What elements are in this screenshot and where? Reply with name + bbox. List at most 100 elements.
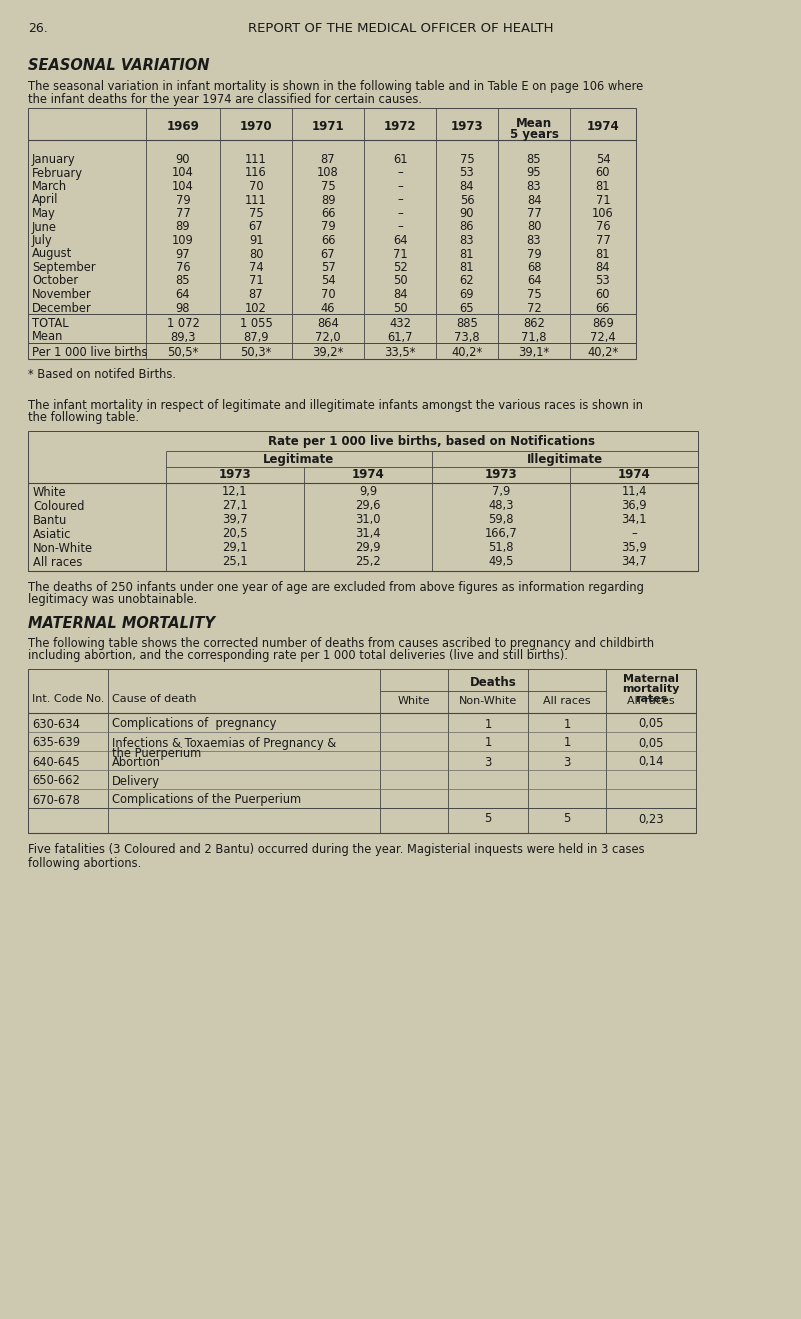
Text: 80: 80	[249, 248, 264, 260]
Text: Legitimate: Legitimate	[264, 452, 335, 466]
Text: 31,0: 31,0	[356, 513, 380, 526]
Text: 1: 1	[563, 736, 570, 749]
Text: 72,0: 72,0	[315, 331, 340, 343]
Text: Bantu: Bantu	[33, 513, 67, 526]
Text: 166,7: 166,7	[485, 528, 517, 541]
Text: 71,8: 71,8	[521, 331, 547, 343]
Text: 1973: 1973	[485, 468, 517, 481]
Text: 1973: 1973	[451, 120, 483, 133]
Text: 75: 75	[526, 288, 541, 301]
Text: 60: 60	[596, 288, 610, 301]
Text: 0,05: 0,05	[638, 736, 664, 749]
Text: September: September	[32, 261, 95, 274]
Text: 864: 864	[317, 317, 339, 330]
Text: The deaths of 250 infants under one year of age are excluded from above figures : The deaths of 250 infants under one year…	[28, 580, 644, 594]
Text: Deaths: Deaths	[469, 677, 517, 690]
Text: 109: 109	[172, 233, 194, 247]
Text: 48,3: 48,3	[489, 500, 513, 513]
Text: 85: 85	[175, 274, 191, 288]
Text: 1974: 1974	[352, 468, 384, 481]
Text: 89: 89	[320, 194, 336, 207]
Text: 50: 50	[392, 274, 408, 288]
Text: 1972: 1972	[384, 120, 417, 133]
Text: 53: 53	[596, 274, 610, 288]
Text: All races: All races	[543, 696, 591, 707]
Text: 1 055: 1 055	[239, 317, 272, 330]
Text: the following table.: the following table.	[28, 412, 139, 425]
Text: 50,3*: 50,3*	[240, 346, 272, 359]
Text: June: June	[32, 220, 57, 233]
Bar	[28, 430, 698, 571]
Text: 36,9: 36,9	[622, 500, 646, 513]
Text: SEASONAL VARIATION: SEASONAL VARIATION	[28, 58, 210, 73]
Text: mortality: mortality	[622, 683, 680, 694]
Text: 3: 3	[485, 756, 492, 769]
Text: TOTAL: TOTAL	[32, 317, 69, 330]
Text: 71: 71	[392, 248, 408, 260]
Text: 11,4: 11,4	[622, 485, 646, 499]
Text: 75: 75	[320, 179, 336, 193]
Text: 51,8: 51,8	[489, 542, 513, 554]
Text: 1971: 1971	[312, 120, 344, 133]
Text: 1: 1	[485, 718, 492, 731]
Text: 95: 95	[527, 166, 541, 179]
Text: 89: 89	[175, 220, 191, 233]
Text: Complications of  pregnancy: Complications of pregnancy	[112, 718, 276, 731]
Text: 66: 66	[320, 207, 336, 220]
Text: 87: 87	[248, 288, 264, 301]
Text: Infections & Toxaemias of Pregnancy &: Infections & Toxaemias of Pregnancy &	[112, 736, 336, 749]
Bar	[28, 108, 636, 359]
Text: 640-645: 640-645	[32, 756, 80, 769]
Text: Asiatic: Asiatic	[33, 528, 71, 541]
Text: rates: rates	[635, 694, 667, 703]
Text: Illegitimate: Illegitimate	[527, 452, 603, 466]
Text: 29,1: 29,1	[222, 542, 248, 554]
Text: 72,4: 72,4	[590, 331, 616, 343]
Text: 83: 83	[527, 233, 541, 247]
Text: 116: 116	[245, 166, 267, 179]
Text: 75: 75	[248, 207, 264, 220]
Text: 64: 64	[175, 288, 191, 301]
Text: 83: 83	[460, 233, 474, 247]
Text: 102: 102	[245, 302, 267, 314]
Text: November: November	[32, 288, 92, 301]
Text: 1970: 1970	[239, 120, 272, 133]
Text: Delivery: Delivery	[112, 774, 160, 787]
Text: 111: 111	[245, 153, 267, 166]
Text: 52: 52	[392, 261, 408, 274]
Text: The seasonal variation in infant mortality is shown in the following table and i: The seasonal variation in infant mortali…	[28, 80, 643, 94]
Text: 104: 104	[172, 166, 194, 179]
Text: 25,2: 25,2	[355, 555, 380, 568]
Text: 432: 432	[389, 317, 411, 330]
Text: 39,2*: 39,2*	[312, 346, 344, 359]
Text: 61,7: 61,7	[387, 331, 413, 343]
Text: 869: 869	[592, 317, 614, 330]
Text: 1: 1	[485, 736, 492, 749]
Text: 83: 83	[527, 179, 541, 193]
Text: 97: 97	[175, 248, 191, 260]
Text: 76: 76	[596, 220, 610, 233]
Text: Mean: Mean	[516, 117, 552, 131]
Text: 74: 74	[248, 261, 264, 274]
Text: All races: All races	[33, 555, 83, 568]
Text: 69: 69	[460, 288, 474, 301]
Text: 50,5*: 50,5*	[167, 346, 199, 359]
Text: 34,1: 34,1	[622, 513, 646, 526]
Text: 59,8: 59,8	[489, 513, 513, 526]
Text: –: –	[397, 220, 403, 233]
Text: 90: 90	[175, 153, 191, 166]
Text: 84: 84	[460, 179, 474, 193]
Text: 39,7: 39,7	[222, 513, 248, 526]
Text: 89,3: 89,3	[171, 331, 195, 343]
Text: 85: 85	[527, 153, 541, 166]
Text: 62: 62	[460, 274, 474, 288]
Text: 84: 84	[596, 261, 610, 274]
Text: 7,9: 7,9	[492, 485, 510, 499]
Text: 40,2*: 40,2*	[452, 346, 482, 359]
Text: 27,1: 27,1	[222, 500, 248, 513]
Text: REPORT OF THE MEDICAL OFFICER OF HEALTH: REPORT OF THE MEDICAL OFFICER OF HEALTH	[248, 22, 553, 36]
Text: 111: 111	[245, 194, 267, 207]
Text: 91: 91	[249, 233, 264, 247]
Text: 0,14: 0,14	[638, 756, 664, 769]
Text: the Puerperium: the Puerperium	[112, 748, 201, 761]
